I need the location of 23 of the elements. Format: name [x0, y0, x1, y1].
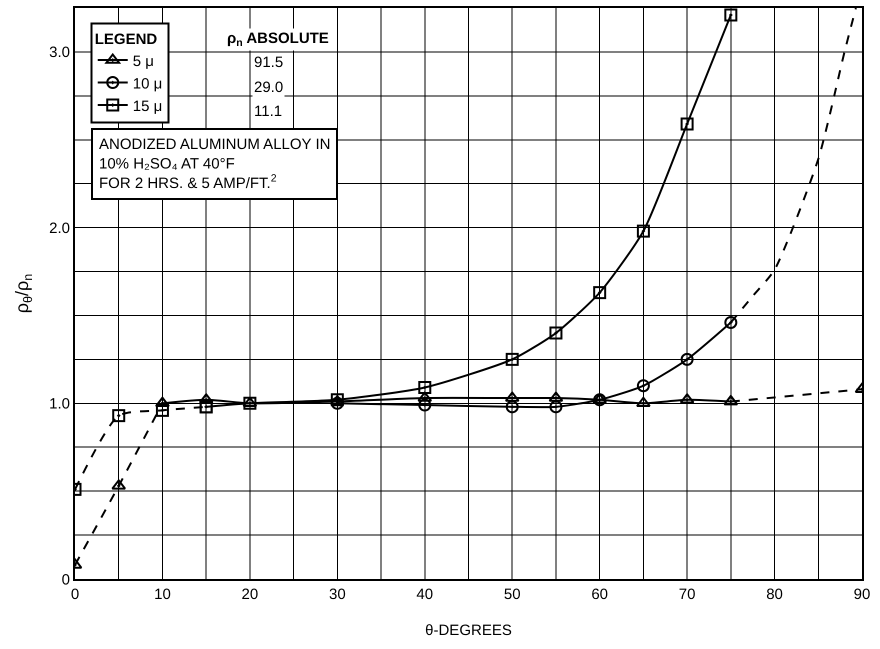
x-tick-label: 60 — [591, 586, 608, 603]
legend-label: 10 μ — [132, 75, 162, 92]
x-tick-label: 70 — [678, 586, 696, 603]
legend-label: 5 μ — [132, 52, 154, 70]
legend-title: LEGEND — [94, 30, 158, 48]
y-tick-label: 2.0 — [49, 220, 70, 237]
x-tick-label: 50 — [504, 586, 521, 603]
x-tick-label: 80 — [766, 586, 783, 603]
annotation: 91.5 — [254, 54, 284, 71]
y-tick-label: 3.0 — [49, 44, 70, 62]
x-tick-label: 10 — [154, 586, 171, 603]
x-axis-title: θ-DEGREES — [425, 622, 512, 639]
x-tick-label: 30 — [328, 586, 346, 603]
annotation: ANODIZED ALUMINUM ALLOY IN 10% H₂SO₄ AT 40°F FOR 2 HRS. & 5 AMP/FT.$^{2}$ — [99, 136, 330, 192]
annotation: 11.1 — [254, 103, 282, 120]
x-tick-label: 20 — [242, 586, 258, 603]
y-tick-label: 0 — [62, 571, 70, 588]
annotation: ρ$_{n}$ ABSOLUTE — [227, 30, 329, 50]
legend-label: 15 μ — [132, 98, 162, 115]
x-tick-label: 90 — [854, 586, 870, 603]
y-tick-label: 1.0 — [49, 396, 70, 413]
x-tick-label: 40 — [416, 586, 434, 603]
annotation: 29.0 — [254, 79, 284, 96]
